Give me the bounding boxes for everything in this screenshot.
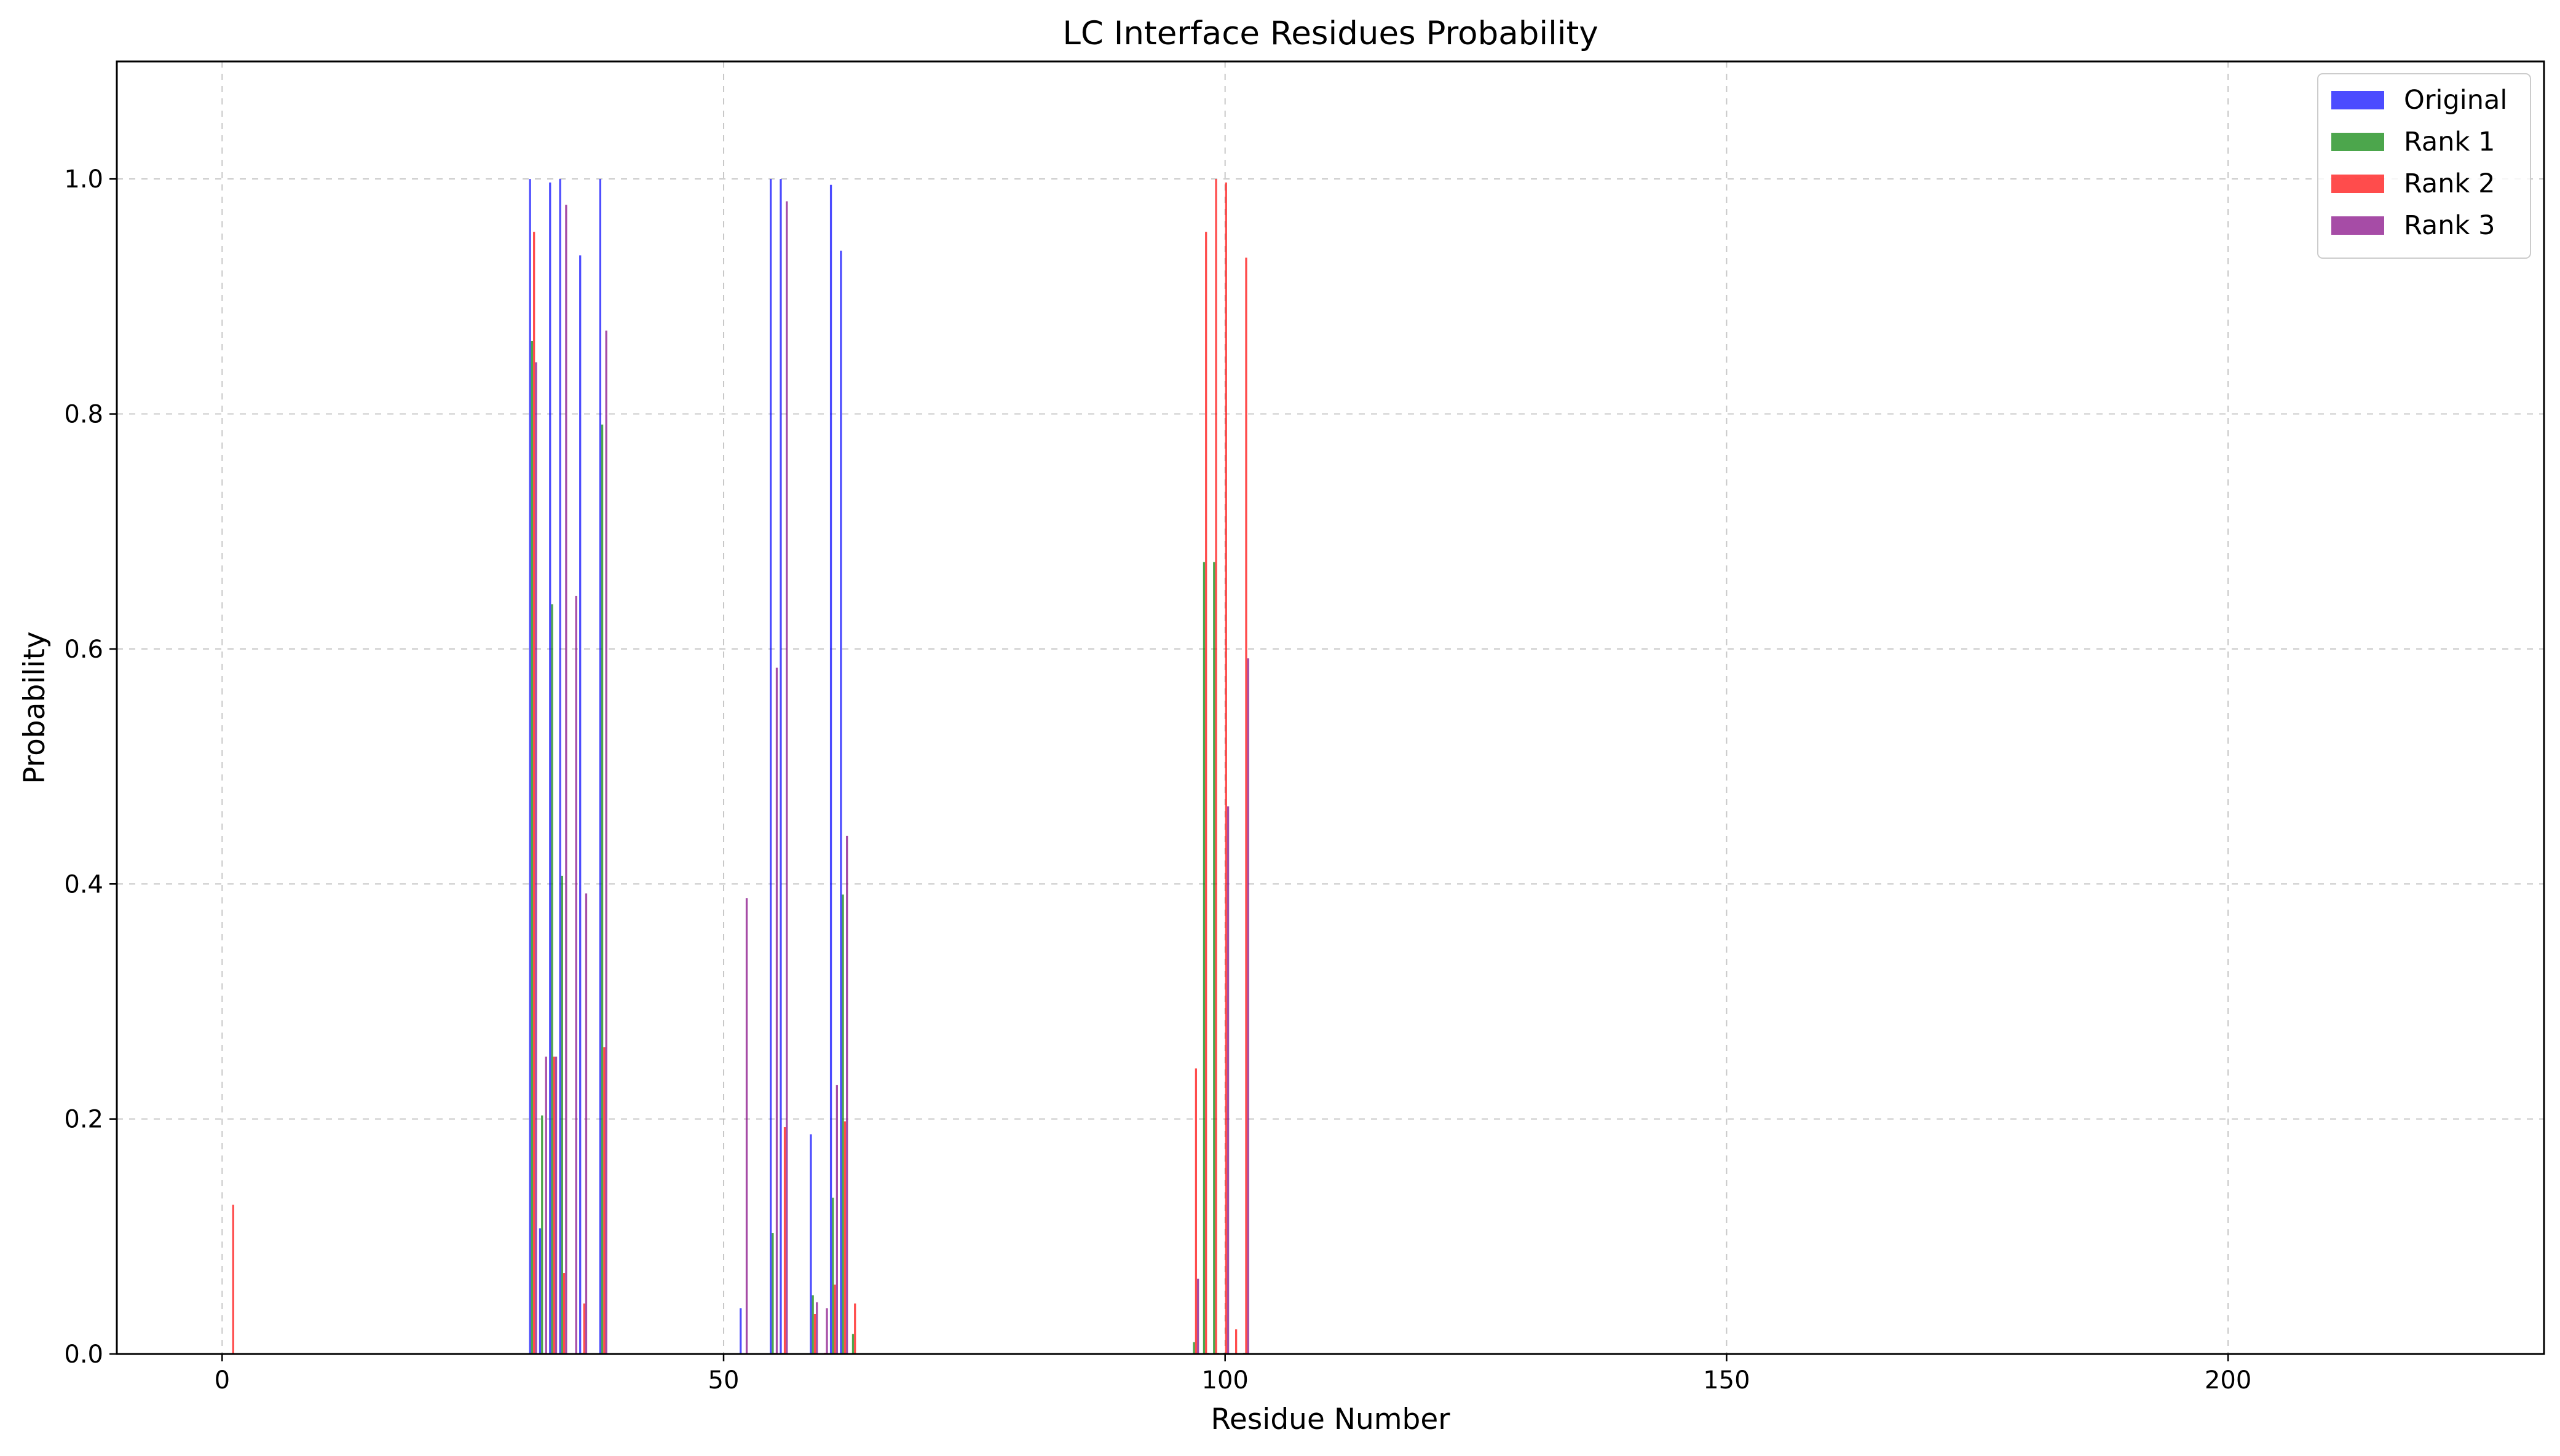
- y-tick-label: 0.8: [64, 401, 103, 429]
- bar-rank-2: [1205, 232, 1207, 1354]
- bar-rank-2: [854, 1303, 856, 1354]
- bar-original: [599, 179, 601, 1354]
- bar-rank-1: [601, 424, 604, 1354]
- bar-rank-3: [565, 205, 567, 1354]
- legend-label: Rank 1: [2404, 127, 2495, 157]
- legend-swatch: [2331, 133, 2384, 151]
- legend-swatch: [2331, 175, 2384, 193]
- bar-original: [549, 182, 551, 1355]
- bar-original: [740, 1308, 742, 1354]
- bar-rank-2: [783, 1127, 786, 1354]
- bar-rank-3: [786, 201, 788, 1355]
- bar-rank-3: [605, 330, 607, 1354]
- bar-rank-3: [826, 1308, 828, 1354]
- bar-rank-3: [555, 1057, 558, 1354]
- bar-rank-1: [1203, 562, 1206, 1354]
- bar-rank-2: [1195, 1068, 1198, 1354]
- legend-label: Rank 2: [2404, 168, 2495, 199]
- y-axis-label: Probability: [18, 631, 52, 784]
- x-axis-label: Residue Number: [1211, 1403, 1450, 1436]
- bar-rank-3: [745, 898, 748, 1354]
- bar-rank-3: [1227, 806, 1230, 1354]
- bar-rank-2: [843, 1121, 847, 1354]
- bar-rank-2: [563, 1273, 566, 1354]
- bar-rank-1: [842, 894, 844, 1354]
- bar-rank-2: [533, 232, 535, 1354]
- bar-original: [829, 184, 832, 1354]
- bar-rank-3: [846, 835, 848, 1354]
- bar-rank-3: [836, 1085, 838, 1354]
- bar-rank-1: [851, 1334, 855, 1354]
- legend-label: Rank 3: [2404, 210, 2495, 241]
- chart-title: LC Interface Residues Probability: [1062, 15, 1598, 52]
- y-tick-label: 0.4: [64, 870, 103, 899]
- bar-rank-2: [834, 1285, 836, 1354]
- legend-swatch: [2331, 91, 2384, 109]
- bar-rank-1: [832, 1197, 834, 1354]
- bar-original: [780, 179, 782, 1354]
- bar-rank-3: [535, 362, 537, 1354]
- bar-rank-2: [1235, 1329, 1238, 1354]
- bar-rank-2: [583, 1303, 585, 1354]
- bar-original: [840, 250, 842, 1354]
- bar-rank-2: [603, 1047, 606, 1354]
- bar-rank-1: [551, 604, 553, 1354]
- bar-original: [810, 1134, 812, 1354]
- legend-label: Original: [2404, 85, 2507, 116]
- bar-rank-3: [545, 1057, 547, 1354]
- bar-rank-1: [561, 875, 563, 1354]
- y-tick-label: 0.0: [64, 1340, 103, 1369]
- bar-rank-3: [816, 1302, 818, 1354]
- bar-rank-2: [1215, 179, 1217, 1354]
- x-tick-label: 150: [1703, 1366, 1750, 1395]
- bar-rank-1: [531, 341, 534, 1355]
- x-tick-label: 0: [215, 1366, 230, 1395]
- plot-area-frame: [116, 60, 2545, 1355]
- bar-rank-3: [575, 596, 577, 1355]
- legend-swatch: [2331, 216, 2384, 235]
- bars-layer: [232, 179, 1249, 1355]
- bar-rank-1: [541, 1115, 543, 1354]
- bar-original: [579, 255, 582, 1355]
- bar-rank-2: [1225, 182, 1227, 1355]
- legend-box: [2317, 73, 2531, 259]
- bar-rank-1: [772, 1233, 774, 1354]
- bar-original: [770, 179, 772, 1354]
- bar-original: [529, 179, 531, 1354]
- bar-rank-2: [232, 1205, 234, 1354]
- bar-rank-1: [812, 1295, 814, 1354]
- bar-rank-1: [1213, 562, 1215, 1354]
- y-tick-label: 0.2: [64, 1106, 103, 1134]
- bar-rank-3: [585, 893, 588, 1354]
- bar-original: [559, 179, 561, 1354]
- bar-original: [539, 1228, 542, 1354]
- bar-rank-1: [1193, 1342, 1195, 1354]
- x-tick-label: 100: [1202, 1366, 1249, 1395]
- legend: Original Rank 1 Rank 2 Rank 3: [2317, 73, 2531, 259]
- y-tick-label: 0.6: [64, 636, 103, 664]
- axis-ticks: 0 50 100 150 200 0.0 0.2 0.4 0.6 0.8 1.0: [64, 165, 2251, 1395]
- x-tick-label: 200: [2205, 1366, 2251, 1395]
- bar-rank-2: [1245, 258, 1247, 1354]
- bar-rank-2: [813, 1313, 816, 1354]
- bar-rank-2: [553, 1057, 555, 1354]
- y-tick-label: 1.0: [64, 165, 103, 194]
- x-tick-label: 50: [708, 1366, 740, 1395]
- bar-rank-3: [775, 667, 778, 1354]
- bar-rank-3: [1197, 1278, 1199, 1354]
- bar-rank-3: [1247, 658, 1249, 1354]
